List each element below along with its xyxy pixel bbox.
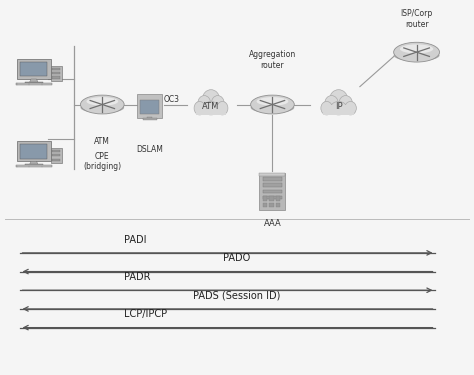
Ellipse shape	[211, 96, 224, 111]
Ellipse shape	[81, 95, 124, 114]
Text: ATM: ATM	[202, 102, 219, 111]
Polygon shape	[29, 161, 38, 165]
Bar	[323, 105, 354, 115]
Text: PADI: PADI	[124, 235, 146, 244]
FancyBboxPatch shape	[20, 62, 47, 76]
Bar	[53, 150, 60, 152]
Bar	[16, 165, 52, 168]
Text: DSLAM: DSLAM	[136, 144, 163, 153]
Ellipse shape	[330, 90, 347, 108]
FancyBboxPatch shape	[20, 144, 47, 159]
Bar	[53, 76, 60, 79]
Bar	[53, 154, 60, 156]
Ellipse shape	[400, 44, 433, 53]
Ellipse shape	[256, 97, 288, 106]
Text: PADO: PADO	[223, 254, 251, 263]
Ellipse shape	[394, 50, 439, 61]
Bar	[259, 172, 285, 210]
Text: ATM: ATM	[94, 137, 110, 146]
Ellipse shape	[81, 102, 124, 113]
Bar	[196, 105, 226, 115]
Bar	[25, 82, 43, 83]
Bar	[276, 196, 281, 201]
Ellipse shape	[217, 101, 228, 115]
Ellipse shape	[330, 101, 346, 115]
Text: ISP/Corp
router: ISP/Corp router	[401, 9, 433, 29]
Bar	[143, 118, 156, 120]
Bar	[25, 164, 43, 165]
FancyBboxPatch shape	[17, 59, 51, 79]
Ellipse shape	[203, 101, 219, 115]
Bar	[53, 72, 60, 74]
Ellipse shape	[251, 95, 294, 114]
Bar	[16, 83, 52, 85]
Bar	[269, 196, 274, 201]
Text: LCP/IPCP: LCP/IPCP	[124, 309, 167, 320]
Text: IP: IP	[335, 102, 342, 111]
Bar	[263, 189, 282, 193]
Ellipse shape	[339, 96, 353, 111]
Ellipse shape	[325, 96, 338, 111]
Ellipse shape	[86, 97, 118, 106]
Bar	[263, 177, 282, 181]
Bar	[269, 203, 274, 207]
Bar	[263, 183, 282, 187]
Ellipse shape	[321, 101, 332, 115]
Bar	[259, 172, 285, 176]
Bar	[137, 94, 163, 118]
Bar	[276, 203, 281, 207]
Ellipse shape	[345, 101, 356, 115]
Text: AAA: AAA	[264, 219, 282, 228]
Bar	[52, 148, 62, 163]
Bar	[263, 196, 267, 201]
Bar	[263, 196, 282, 200]
Ellipse shape	[198, 96, 211, 111]
Text: CPE
(bridging): CPE (bridging)	[83, 152, 121, 171]
Text: PADR: PADR	[124, 272, 150, 282]
Ellipse shape	[202, 90, 219, 108]
Text: PADS (Session ID): PADS (Session ID)	[193, 291, 281, 301]
Bar	[53, 68, 60, 70]
Text: Aggregation
router: Aggregation router	[249, 50, 296, 70]
Text: OC3: OC3	[164, 95, 180, 104]
Ellipse shape	[394, 42, 439, 62]
Bar	[52, 66, 62, 81]
Bar	[147, 117, 152, 118]
Ellipse shape	[194, 101, 205, 115]
Ellipse shape	[251, 102, 294, 113]
Polygon shape	[29, 79, 38, 83]
Bar	[140, 100, 159, 114]
Bar	[263, 203, 267, 207]
Bar	[53, 159, 60, 161]
FancyBboxPatch shape	[17, 141, 51, 161]
